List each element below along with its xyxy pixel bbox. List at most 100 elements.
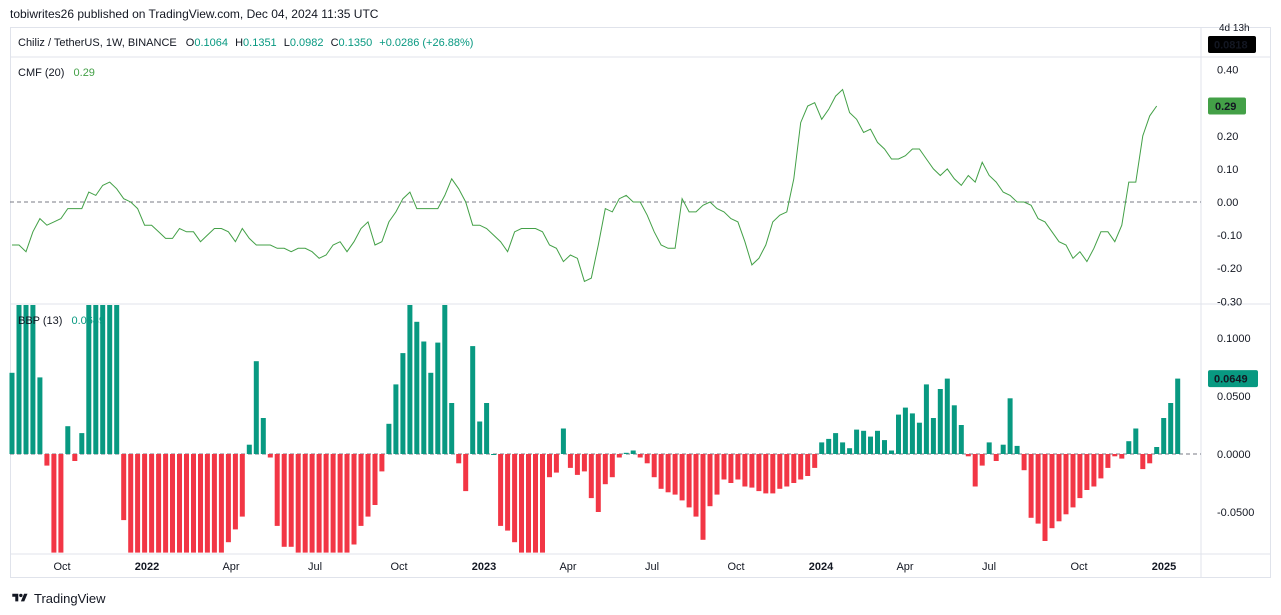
- bbp-bar: [302, 454, 308, 553]
- cmf-point: [186, 231, 187, 232]
- bbp-bar: [1070, 454, 1076, 508]
- cmf-point: [730, 218, 731, 219]
- bbp-bar: [1105, 454, 1111, 468]
- cmf-point: [919, 148, 920, 149]
- bbp-price-axis[interactable]: 0.1000 0.0500 0.0000 -0.0500 0.0649: [1208, 333, 1258, 519]
- bbp-bar: [637, 454, 643, 458]
- symbol-pair[interactable]: Chiliz / TetherUS, 1W, BINANCE: [18, 37, 177, 49]
- cmf-point: [1128, 182, 1129, 183]
- cmf-point: [1086, 261, 1087, 262]
- close-label: C: [331, 37, 339, 49]
- cmf-point: [779, 215, 780, 216]
- cmf-badge-bg: [1208, 97, 1246, 115]
- x-tick-label: Jul: [982, 561, 996, 573]
- cmf-point: [689, 211, 690, 212]
- cmf-point: [214, 228, 215, 229]
- bbp-bar: [121, 454, 127, 521]
- bbp-bar: [37, 377, 43, 454]
- bbp-bar: [470, 346, 476, 454]
- low-label: L: [284, 37, 290, 49]
- time-axis[interactable]: Oct 2022 Apr Jul Oct 2023 Apr Jul Oct 2024 Apr Jul O…: [53, 561, 1176, 573]
- bbp-bar: [721, 454, 727, 480]
- cmf-point: [109, 182, 110, 183]
- cmf-point: [326, 254, 327, 255]
- bbp-bar: [595, 454, 601, 512]
- cmf-y-tick-label: -0.10: [1217, 230, 1242, 242]
- cmf-point: [591, 278, 592, 279]
- cmf-point: [507, 251, 508, 252]
- cmf-point: [374, 244, 375, 245]
- bbp-bar: [896, 414, 901, 454]
- bbp-bar: [330, 454, 336, 553]
- cmf-point: [682, 198, 683, 199]
- cmf-legend[interactable]: CMF (20) 0.29: [18, 67, 95, 79]
- cmf-point: [340, 241, 341, 242]
- bbp-bar: [1119, 454, 1125, 459]
- bbp-bar: [295, 454, 301, 553]
- x-tick-label: 2022: [135, 561, 159, 573]
- cmf-point: [842, 89, 843, 90]
- cmf-point: [954, 178, 955, 179]
- cmf-point: [1156, 105, 1157, 106]
- cmf-point: [444, 195, 445, 196]
- bbp-bar: [644, 454, 650, 464]
- bbp-bar: [540, 454, 545, 553]
- cmf-point: [1051, 231, 1052, 232]
- cmf-point: [1010, 195, 1011, 196]
- bbp-bar: [1175, 378, 1181, 454]
- bbp-bar: [44, 454, 50, 466]
- bbp-bar: [854, 429, 860, 454]
- cmf-point: [1072, 258, 1073, 259]
- cmf-point: [165, 238, 166, 239]
- cmf-point: [409, 192, 410, 193]
- cmf-point: [493, 235, 494, 236]
- bbp-bar: [979, 454, 985, 466]
- bbp-bar: [770, 454, 776, 494]
- bbp-label[interactable]: BBP (13): [18, 315, 62, 327]
- bbp-bar: [651, 454, 657, 478]
- cmf-point: [702, 205, 703, 206]
- bbp-bar: [1021, 454, 1027, 471]
- cmf-point: [102, 185, 103, 186]
- cmf-point: [849, 112, 850, 113]
- bbp-bar: [889, 450, 894, 454]
- bbp-bar: [253, 361, 259, 454]
- cmf-label[interactable]: CMF (20): [18, 67, 64, 79]
- cmf-point: [891, 158, 892, 159]
- bbp-bar: [51, 454, 57, 553]
- bbp-bar: [560, 428, 566, 454]
- cmf-point: [479, 225, 480, 226]
- cmf-point: [193, 231, 194, 232]
- symbol-legend[interactable]: Chiliz / TetherUS, 1W, BINANCE O0.1064 H…: [18, 37, 473, 49]
- bbp-bar: [742, 454, 748, 487]
- bbp-bar: [1168, 403, 1174, 454]
- bbp-bar: [686, 454, 692, 508]
- bbp-bar: [944, 378, 950, 454]
- cmf-point: [675, 248, 676, 249]
- bbp-bar: [909, 413, 915, 454]
- bbp-bar: [1098, 454, 1104, 479]
- bbp-bar: [274, 454, 280, 526]
- bbp-bar: [414, 321, 420, 454]
- cmf-price-axis[interactable]: 0.400.300.200.100.00-0.10-0.20-0.300.29: [1208, 65, 1246, 309]
- footer-brand[interactable]: TradingView: [12, 589, 106, 607]
- bbp-bar: [1056, 454, 1062, 522]
- cmf-plot: [12, 88, 1158, 283]
- bbp-bar: [519, 454, 524, 553]
- cmf-point: [235, 241, 236, 242]
- cmf-point: [284, 248, 285, 249]
- bbp-bar: [512, 454, 518, 543]
- bbp-bar: [23, 305, 29, 454]
- cmf-point: [765, 244, 766, 245]
- bbp-bar: [93, 305, 99, 454]
- cmf-point: [800, 122, 801, 123]
- bbp-legend[interactable]: BBP (13) 0.0649: [18, 315, 105, 327]
- cmf-point: [1121, 225, 1122, 226]
- cmf-point: [305, 248, 306, 249]
- bbp-bar: [679, 454, 685, 501]
- cmf-point: [758, 258, 759, 259]
- cmf-point: [486, 228, 487, 229]
- cmf-point: [333, 244, 334, 245]
- cmf-point: [905, 155, 906, 156]
